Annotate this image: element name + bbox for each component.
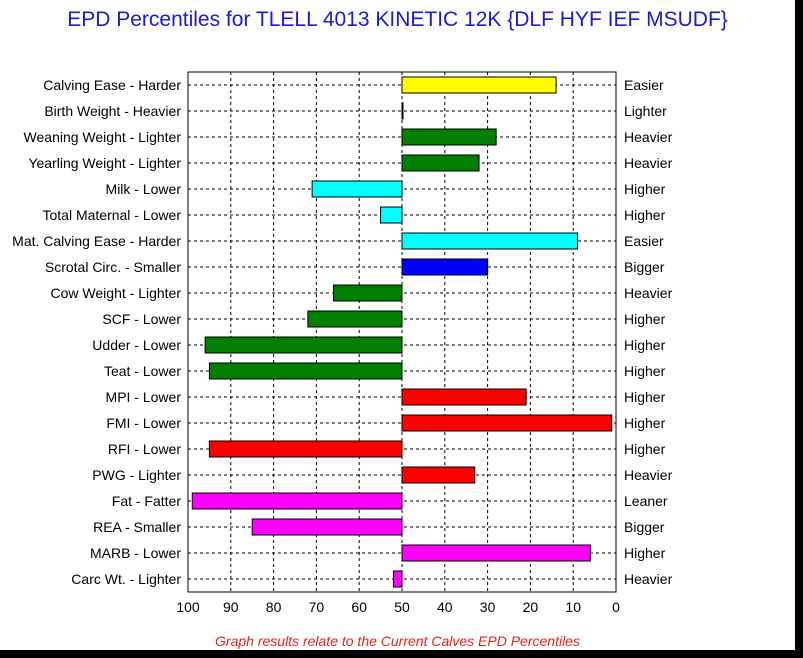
row-label-right: Heavier bbox=[624, 129, 673, 145]
row-label-right: Higher bbox=[624, 311, 666, 327]
row-label-left: Carc Wt. - Lighter bbox=[71, 571, 181, 587]
x-tick-label: 0 bbox=[612, 599, 620, 615]
bar bbox=[401, 154, 480, 172]
row-label-right: Leaner bbox=[624, 493, 668, 509]
x-tick-label: 10 bbox=[565, 599, 581, 615]
chart-title: EPD Percentiles for TLELL 4013 KINETIC 1… bbox=[67, 8, 728, 31]
bar bbox=[208, 440, 403, 458]
x-tick-label: 40 bbox=[437, 599, 453, 615]
x-tick-label: 100 bbox=[176, 599, 200, 615]
row-label-right: Higher bbox=[624, 363, 666, 379]
row-label-left: Birth Weight - Heavier bbox=[44, 103, 181, 119]
bar bbox=[401, 388, 527, 406]
row-label-left: MPI - Lower bbox=[106, 389, 182, 405]
row-label-left: Yearling Weight - Lighter bbox=[28, 155, 181, 171]
row-label-left: Milk - Lower bbox=[106, 181, 182, 197]
x-tick-label: 50 bbox=[394, 599, 410, 615]
row-label-left: Total Maternal - Lower bbox=[42, 207, 181, 223]
bar bbox=[333, 284, 403, 302]
bar bbox=[401, 102, 404, 120]
bar bbox=[251, 518, 403, 536]
row-label-right: Heavier bbox=[624, 571, 673, 587]
bar bbox=[380, 206, 403, 224]
row-label-left: FMI - Lower bbox=[106, 415, 181, 431]
row-label-right: Higher bbox=[624, 181, 666, 197]
row-label-left: Calving Ease - Harder bbox=[43, 77, 181, 93]
bar bbox=[401, 232, 578, 250]
row-label-left: RFI - Lower bbox=[108, 441, 181, 457]
row-label-left: MARB - Lower bbox=[90, 545, 181, 561]
chart-footnote: Graph results relate to the Current Calv… bbox=[215, 633, 580, 649]
bar bbox=[392, 570, 403, 588]
row-label-right: Lighter bbox=[624, 103, 667, 119]
x-tick-label: 20 bbox=[523, 599, 539, 615]
bar bbox=[401, 128, 497, 146]
bar bbox=[401, 258, 489, 276]
row-label-left: Weaning Weight - Lighter bbox=[24, 129, 182, 145]
row-label-right: Higher bbox=[624, 389, 666, 405]
row-label-right: Higher bbox=[624, 415, 666, 431]
row-label-right: Higher bbox=[624, 441, 666, 457]
bar bbox=[208, 362, 403, 380]
row-label-left: Mat. Calving Ease - Harder bbox=[12, 233, 181, 249]
bar bbox=[401, 76, 557, 94]
row-label-left: Fat - Fatter bbox=[112, 493, 182, 509]
x-tick-label: 90 bbox=[223, 599, 239, 615]
row-label-left: Scrotal Circ. - Smaller bbox=[45, 259, 181, 275]
row-label-left: SCF - Lower bbox=[102, 311, 181, 327]
row-label-right: Heavier bbox=[624, 155, 673, 171]
x-tick-label: 60 bbox=[351, 599, 367, 615]
bar bbox=[401, 544, 591, 562]
row-label-right: Easier bbox=[624, 233, 664, 249]
row-label-right: Bigger bbox=[624, 259, 665, 275]
row-label-left: Udder - Lower bbox=[92, 337, 181, 353]
bar bbox=[204, 336, 403, 354]
x-tick-label: 30 bbox=[480, 599, 496, 615]
chart-panel: EPD Percentiles for TLELL 4013 KINETIC 1… bbox=[0, 0, 795, 650]
row-label-right: Bigger bbox=[624, 519, 665, 535]
bar bbox=[401, 414, 613, 432]
row-label-right: Higher bbox=[624, 337, 666, 353]
x-tick-label: 70 bbox=[309, 599, 325, 615]
row-label-left: Cow Weight - Lighter bbox=[51, 285, 182, 301]
bar bbox=[307, 310, 403, 328]
row-label-right: Higher bbox=[624, 207, 666, 223]
bar bbox=[311, 180, 403, 198]
row-label-right: Easier bbox=[624, 77, 664, 93]
row-label-left: Teat - Lower bbox=[104, 363, 181, 379]
row-label-right: Higher bbox=[624, 545, 666, 561]
row-label-right: Heavier bbox=[624, 467, 673, 483]
row-label-left: PWG - Lighter bbox=[92, 467, 181, 483]
bar bbox=[401, 466, 476, 484]
epd-percentile-chart: Calving Ease - Harder Easier Birth Weight … bbox=[12, 71, 673, 615]
x-tick-label: 80 bbox=[266, 599, 282, 615]
bar bbox=[191, 492, 403, 510]
row-label-left: REA - Smaller bbox=[93, 519, 181, 535]
row-label-right: Heavier bbox=[624, 285, 673, 301]
